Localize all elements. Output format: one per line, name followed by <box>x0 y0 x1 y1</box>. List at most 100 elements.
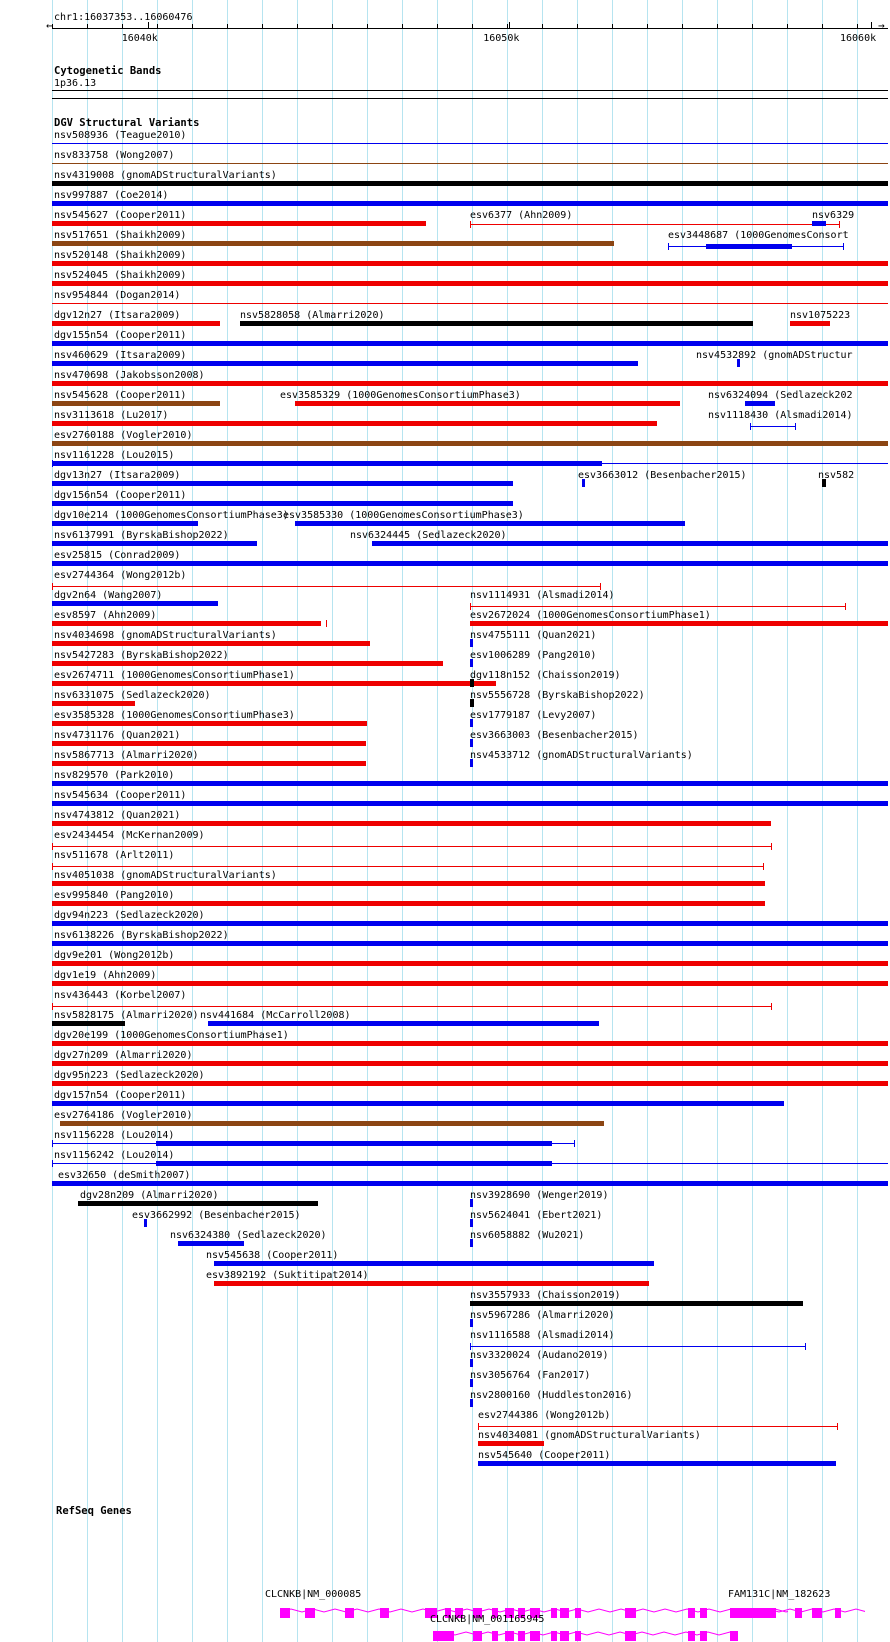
ruler-tick[interactable] <box>402 24 403 29</box>
variant-span-line[interactable] <box>470 606 846 607</box>
gene-exon[interactable] <box>473 1608 482 1618</box>
variant-label[interactable]: dgv27n209 (Almarri2020) <box>54 1050 193 1061</box>
variant-label[interactable]: nsv1156242 (Lou2014) <box>54 1150 175 1161</box>
variant-inner-bar[interactable] <box>156 1141 552 1146</box>
variant-label[interactable]: dgv157n54 (Cooper2011) <box>54 1090 187 1101</box>
ruler-major-tick[interactable] <box>870 22 872 29</box>
variant-bar[interactable] <box>52 441 888 446</box>
variant-label[interactable]: esv995840 (Pang2010) <box>54 890 175 901</box>
variant-label[interactable]: dgv155n54 (Cooper2011) <box>54 330 187 341</box>
gene-exon[interactable] <box>730 1631 738 1641</box>
variant-bar[interactable] <box>52 201 888 206</box>
ruler-tick[interactable] <box>542 24 543 29</box>
variant-span-cap-left[interactable] <box>52 863 53 870</box>
variant-span-cap-right[interactable] <box>843 243 844 250</box>
dgv-section-title[interactable]: DGV Structural Variants <box>54 117 200 129</box>
gene-exon[interactable] <box>530 1608 540 1618</box>
variant-label[interactable]: dgv12n27 (Itsara2009) <box>54 310 181 321</box>
variant-bar[interactable] <box>52 241 614 246</box>
variant-tick[interactable] <box>470 679 474 687</box>
variant-label[interactable]: nsv6324094 (Sedlazeck202 <box>708 390 853 401</box>
gene-exon[interactable] <box>492 1631 498 1641</box>
variant-tick[interactable] <box>470 759 473 767</box>
variant-tick[interactable] <box>470 1239 473 1247</box>
variant-label[interactable]: nsv1161228 (Lou2015) <box>54 450 175 461</box>
ruler-major-tick[interactable] <box>509 22 511 29</box>
variant-label[interactable]: nsv441684 (McCarroll2008) <box>200 1010 351 1021</box>
variant-bar[interactable] <box>470 621 888 626</box>
ruler-tick-label[interactable]: 16050k <box>483 33 520 44</box>
gene-exon[interactable] <box>518 1608 525 1618</box>
variant-span-line[interactable] <box>52 866 764 867</box>
variant-span-cap-left[interactable] <box>52 843 53 850</box>
ruler-major-tick[interactable] <box>147 22 149 29</box>
variant-bar[interactable] <box>52 821 771 826</box>
variant-label[interactable]: nsv5828058 (Almarri2020) <box>240 310 385 321</box>
gene-exon[interactable] <box>625 1608 636 1618</box>
variant-label[interactable]: esv1779187 (Levy2007) <box>470 710 597 721</box>
ruler-tick[interactable] <box>437 24 438 29</box>
variant-bar[interactable] <box>52 181 888 186</box>
refseq-section-title[interactable]: RefSeq Genes <box>56 1505 132 1517</box>
variant-bar[interactable] <box>52 521 198 526</box>
variant-bar[interactable] <box>52 541 257 546</box>
gene-exon[interactable] <box>730 1608 738 1618</box>
variant-tick[interactable] <box>470 1319 473 1327</box>
variant-bar[interactable] <box>52 981 888 986</box>
variant-bar[interactable] <box>52 881 765 886</box>
variant-label[interactable]: nsv1116588 (Alsmadi2014) <box>470 1330 615 1341</box>
variant-label[interactable]: esv3663003 (Besenbacher2015) <box>470 730 639 741</box>
variant-span-cap-right[interactable] <box>600 583 601 590</box>
variant-span-cap-right[interactable] <box>771 843 772 850</box>
variant-tick[interactable] <box>470 639 473 647</box>
variant-span-cap-left[interactable] <box>52 583 53 590</box>
variant-label[interactable]: nsv6138226 (ByrskaBishop2022) <box>54 930 229 941</box>
variant-bar[interactable] <box>52 621 321 626</box>
gene-exon[interactable] <box>700 1608 707 1618</box>
variant-label[interactable]: nsv545627 (Cooper2011) <box>54 210 187 221</box>
gene-exon[interactable] <box>433 1631 454 1641</box>
variant-bar[interactable] <box>60 1121 604 1126</box>
gene-exon[interactable] <box>280 1608 290 1618</box>
variant-bar[interactable] <box>470 1301 803 1306</box>
variant-bar[interactable] <box>78 1201 318 1206</box>
gridline[interactable] <box>857 0 858 1642</box>
variant-bar[interactable] <box>52 941 888 946</box>
variant-bar[interactable] <box>52 681 496 686</box>
gene-exon[interactable] <box>700 1631 707 1641</box>
variant-label[interactable]: dgv28n209 (Almarri2020) <box>80 1190 219 1201</box>
gene-exon[interactable] <box>445 1608 451 1618</box>
variant-label[interactable]: nsv833758 (Wong2007) <box>54 150 175 161</box>
variant-tick[interactable] <box>470 659 473 667</box>
variant-tick[interactable] <box>144 1219 147 1227</box>
variant-bar[interactable] <box>52 761 366 766</box>
variant-label[interactable]: esv2744386 (Wong2012b) <box>478 1410 611 1421</box>
variant-tick[interactable] <box>470 1359 473 1367</box>
variant-label[interactable]: nsv508936 (Teague2010) <box>54 130 187 141</box>
variant-span-cap-right[interactable] <box>326 620 327 627</box>
variant-tick[interactable] <box>470 719 473 727</box>
variant-label[interactable]: nsv5624041 (Ebert2021) <box>470 1210 603 1221</box>
variant-label[interactable]: esv3585330 (1000GenomesConsortiumPhase3) <box>283 510 524 521</box>
variant-label[interactable]: esv25815 (Conrad2009) <box>54 550 181 561</box>
ruler-tick[interactable] <box>787 24 788 29</box>
variant-label[interactable]: nsv3113618 (Lu2017) <box>54 410 169 421</box>
ruler-tick[interactable] <box>192 24 193 29</box>
variant-label[interactable]: dgv2n64 (Wang2007) <box>54 590 163 601</box>
variant-span-cap-left[interactable] <box>52 1003 53 1010</box>
cytoband-rule-top[interactable] <box>52 90 888 91</box>
variant-span-cap-left[interactable] <box>52 460 53 467</box>
variant-label[interactable]: dgv156n54 (Cooper2011) <box>54 490 187 501</box>
variant-label[interactable]: nsv1118430 (Alsmadi2014) <box>708 410 853 421</box>
variant-bar[interactable] <box>52 641 370 646</box>
variant-bar[interactable] <box>52 561 888 566</box>
ruler-tick[interactable] <box>87 24 88 29</box>
ruler-tick[interactable] <box>52 24 53 29</box>
variant-span-cap-left[interactable] <box>470 603 471 610</box>
variant-label[interactable]: nsv517651 (Shaikh2009) <box>54 230 187 241</box>
gene-exon[interactable] <box>473 1631 482 1641</box>
variant-label[interactable]: nsv436443 (Korbel2007) <box>54 990 187 1001</box>
ruler-tick[interactable] <box>752 24 753 29</box>
ruler-tick[interactable] <box>367 24 368 29</box>
variant-label[interactable]: nsv5556728 (ByrskaBishop2022) <box>470 690 645 701</box>
